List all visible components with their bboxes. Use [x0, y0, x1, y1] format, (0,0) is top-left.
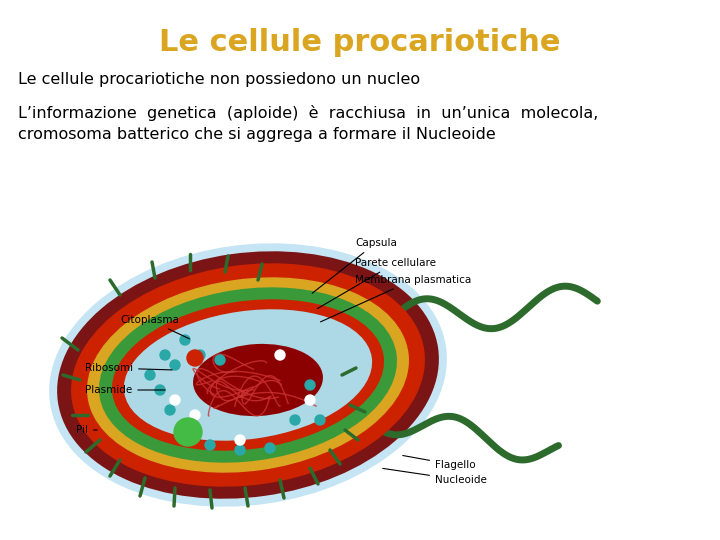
Ellipse shape	[112, 299, 384, 451]
Text: cromosoma batterico che si aggrega a formare il Nucleoide: cromosoma batterico che si aggrega a for…	[18, 127, 496, 142]
Circle shape	[170, 360, 180, 370]
Text: Parete cellulare: Parete cellulare	[318, 258, 436, 308]
Ellipse shape	[193, 344, 323, 416]
Ellipse shape	[71, 264, 425, 487]
Circle shape	[180, 335, 190, 345]
Text: Ribosomi: Ribosomi	[85, 363, 172, 373]
Text: Pil: Pil	[76, 425, 97, 435]
Text: Le cellule procariotiche: Le cellule procariotiche	[159, 28, 561, 57]
Circle shape	[145, 370, 155, 380]
Ellipse shape	[99, 287, 397, 463]
Text: Plasmide: Plasmide	[85, 385, 165, 395]
Ellipse shape	[57, 251, 439, 499]
Circle shape	[180, 425, 190, 435]
Ellipse shape	[87, 278, 409, 472]
Text: Membrana plasmatica: Membrana plasmatica	[320, 275, 472, 322]
Circle shape	[235, 435, 245, 445]
Text: Le cellule procariotiche non possiedono un nucleo: Le cellule procariotiche non possiedono …	[18, 72, 420, 87]
Circle shape	[190, 410, 200, 420]
Circle shape	[215, 355, 225, 365]
Circle shape	[265, 443, 275, 453]
Circle shape	[187, 350, 203, 366]
Ellipse shape	[49, 244, 447, 507]
Text: Nucleoide: Nucleoide	[383, 468, 487, 485]
Circle shape	[315, 415, 325, 425]
Circle shape	[275, 350, 285, 360]
Circle shape	[305, 395, 315, 405]
Circle shape	[160, 350, 170, 360]
Text: Capsula: Capsula	[312, 238, 397, 293]
Text: L’informazione  genetica  (aploide)  è  racchiusa  in  un’unica  molecola,: L’informazione genetica (aploide) è racc…	[18, 105, 598, 121]
Circle shape	[305, 380, 315, 390]
Circle shape	[174, 418, 202, 446]
Circle shape	[155, 385, 165, 395]
Circle shape	[195, 350, 205, 360]
Ellipse shape	[124, 309, 372, 441]
Circle shape	[165, 405, 175, 415]
Circle shape	[205, 440, 215, 450]
Text: Flagello: Flagello	[402, 456, 476, 470]
Circle shape	[235, 445, 245, 455]
Circle shape	[170, 395, 180, 405]
Circle shape	[290, 415, 300, 425]
Text: Citoplasma: Citoplasma	[120, 315, 189, 339]
